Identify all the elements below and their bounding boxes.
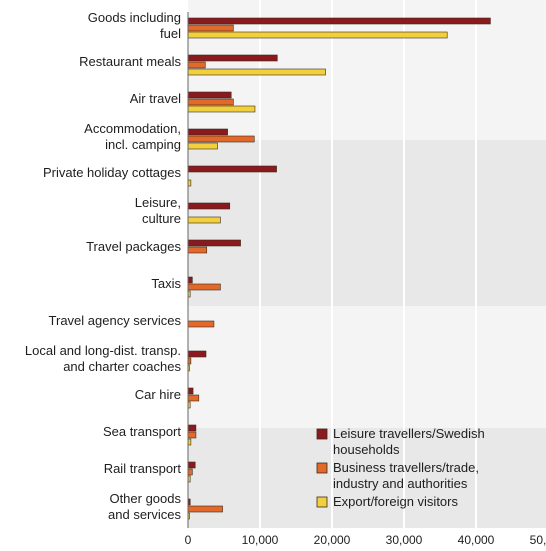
legend-swatch [316,496,328,508]
label-line: Goods including [88,10,181,25]
bar-5-2 [187,216,221,224]
bar-3-0 [187,128,228,136]
bar-2-0 [187,91,232,99]
tick-label: 50,000 [530,533,546,547]
bar-6-1 [187,246,208,254]
bar-12-1 [187,468,193,476]
label-line: Private holiday cottages [43,165,182,180]
bar-9-0 [187,350,207,358]
label-line: Other goods [109,491,181,506]
label-line: Restaurant meals [79,54,181,69]
category-label: Restaurant meals [79,54,181,69]
label-line: incl. camping [105,137,181,152]
label-line: Leisure, [135,195,181,210]
bar-10-0 [187,387,194,395]
bars [187,17,491,520]
category-label: Accommodation, incl. camping [84,121,181,152]
label-line: and charter coaches [63,359,181,374]
category-label: Sea transport [103,424,181,439]
bar-3-1 [187,135,255,143]
bar-2-2 [187,105,256,113]
legend-label: Business travellers/trade, industry and a… [333,460,479,491]
bar-6-0 [187,239,241,247]
tick-label: 0 [185,533,192,547]
category-label: Rail transport [104,461,182,476]
legend-label: Export/foreign visitors [333,494,458,509]
tick-label: 20,000 [314,533,351,547]
background-band-3 [188,428,546,528]
label-line: Local and long-dist. transp. [25,343,181,358]
legend-label: Leisure travellers/Swedish households [333,426,485,457]
label-line: Car hire [135,387,181,402]
tick-label: 40,000 [458,533,495,547]
bar-13-1 [187,505,223,513]
bar-8-1 [187,320,215,328]
label-line: Business travellers/trade, [333,460,479,475]
background-band-1 [188,140,546,306]
bar-0-1 [187,24,234,32]
bar-1-1 [187,61,206,69]
label-line: industry and authorities [333,476,468,491]
label-line: Travel packages [86,239,181,254]
label-line: Export/foreign visitors [333,494,458,509]
legend: Leisure travellers/Swedish householdsBusi… [316,426,485,509]
bar-5-0 [187,202,231,210]
category-label: Leisure, culture [135,195,181,226]
bar-12-0 [187,461,196,469]
bar-4-0 [187,165,277,173]
category-label: Taxis [151,276,181,291]
label-line: Sea transport [103,424,181,439]
tick-label: 30,000 [386,533,423,547]
label-line: fuel [160,26,181,41]
bar-7-1 [187,283,221,291]
bar-7-0 [187,276,193,284]
bar-1-0 [187,54,278,62]
category-label: Other goods and services [108,491,181,522]
bar-2-1 [187,98,234,106]
tick-label: 10,000 [242,533,279,547]
bar-1-2 [187,68,326,76]
category-labels: Goods including fuel Restaurant meals Air t… [25,10,182,522]
grid-lines [259,0,477,528]
tick-labels: 0 10,000 20,000 30,000 40,000 50,000 [185,533,546,547]
label-line: Air travel [130,91,181,106]
label-line: Travel agency services [49,313,182,328]
label-line: and services [108,507,181,522]
bar-11-0 [187,424,197,432]
category-label: Travel agency services [49,313,182,328]
background-band-2 [188,306,546,428]
bar-0-2 [187,31,448,39]
label-line: culture [142,211,181,226]
label-line: Taxis [151,276,181,291]
legend-swatch [316,462,328,474]
label-line: households [333,442,400,457]
bar-10-1 [187,394,200,402]
category-label: Travel packages [86,239,181,254]
bar-3-2 [187,142,218,150]
label-line: Leisure travellers/Swedish [333,426,485,441]
category-label: Air travel [130,91,181,106]
label-line: Rail transport [104,461,182,476]
category-label: Car hire [135,387,181,402]
category-label: Local and long-dist. transp. and charter … [25,343,182,374]
bar-0-0 [187,17,491,25]
category-label: Private holiday cottages [43,165,182,180]
legend-swatch [316,428,328,440]
category-label: Goods including fuel [88,10,181,41]
label-line: Accommodation, [84,121,181,136]
bar-11-1 [187,431,197,439]
